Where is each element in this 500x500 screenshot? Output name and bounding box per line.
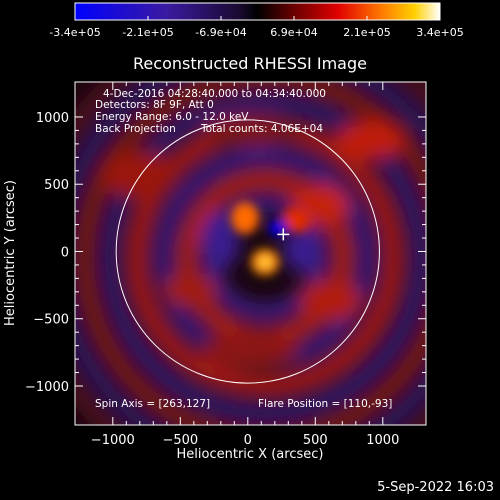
heatmap-image: [75, 82, 426, 425]
x-axis-ticks: [112, 82, 384, 425]
y-axis-label: Heliocentric Y (arcsec): [3, 180, 18, 326]
colorbar: [74, 2, 441, 21]
spin-axis-marker: [277, 228, 290, 241]
y-tick-label: 0: [61, 245, 69, 260]
energy-annotation: Energy Range: 6.0 - 12.0 keV: [95, 111, 249, 123]
colorbar-label-6: 3.4e+05: [416, 26, 463, 39]
x-tick-label: −1000: [91, 433, 135, 448]
y-tick-label: −1000: [25, 380, 69, 395]
solar-limb-circle: [115, 119, 380, 384]
time-range-annotation: 4-Dec-2016 04:28:40.000 to 04:34:40.000: [103, 88, 326, 100]
chart-title: Reconstructed RHESSI Image: [133, 54, 367, 73]
method-annotation: Back Projection: [95, 123, 176, 135]
spin-axis-annotation: Spin Axis = [263,127]: [95, 398, 210, 410]
colorbar-ticks: [74, 16, 441, 20]
x-tick-label: 1000: [366, 433, 399, 448]
counts-annotation: Total counts: 4.06E+04: [200, 123, 323, 135]
x-tick-label: 0: [244, 433, 252, 448]
y-tick-label: 500: [44, 178, 69, 193]
x-tick-label: −500: [162, 433, 198, 448]
colorbar-label-2: -2.1e+05: [122, 26, 173, 39]
y-axis-ticks: [75, 116, 426, 387]
colorbar-label-5: 2.1e+05: [343, 26, 390, 39]
timestamp: 5-Sep-2022 16:03: [377, 480, 494, 495]
colorbar-label-3: -6.9e+04: [195, 26, 246, 39]
flare-position-annotation: Flare Position = [110,-93]: [258, 398, 392, 410]
colorbar-label-4: 6.9e+04: [270, 26, 317, 39]
y-tick-label: 1000: [36, 111, 69, 126]
y-tick-label: −500: [33, 313, 69, 328]
x-axis-label: Heliocentric X (arcsec): [177, 447, 324, 462]
colorbar-label-1: -3.4e+05: [49, 26, 100, 39]
detectors-annotation: Detectors: 8F 9F, Att 0: [95, 99, 214, 111]
plot-frame: [74, 81, 427, 426]
x-tick-label: 500: [303, 433, 328, 448]
